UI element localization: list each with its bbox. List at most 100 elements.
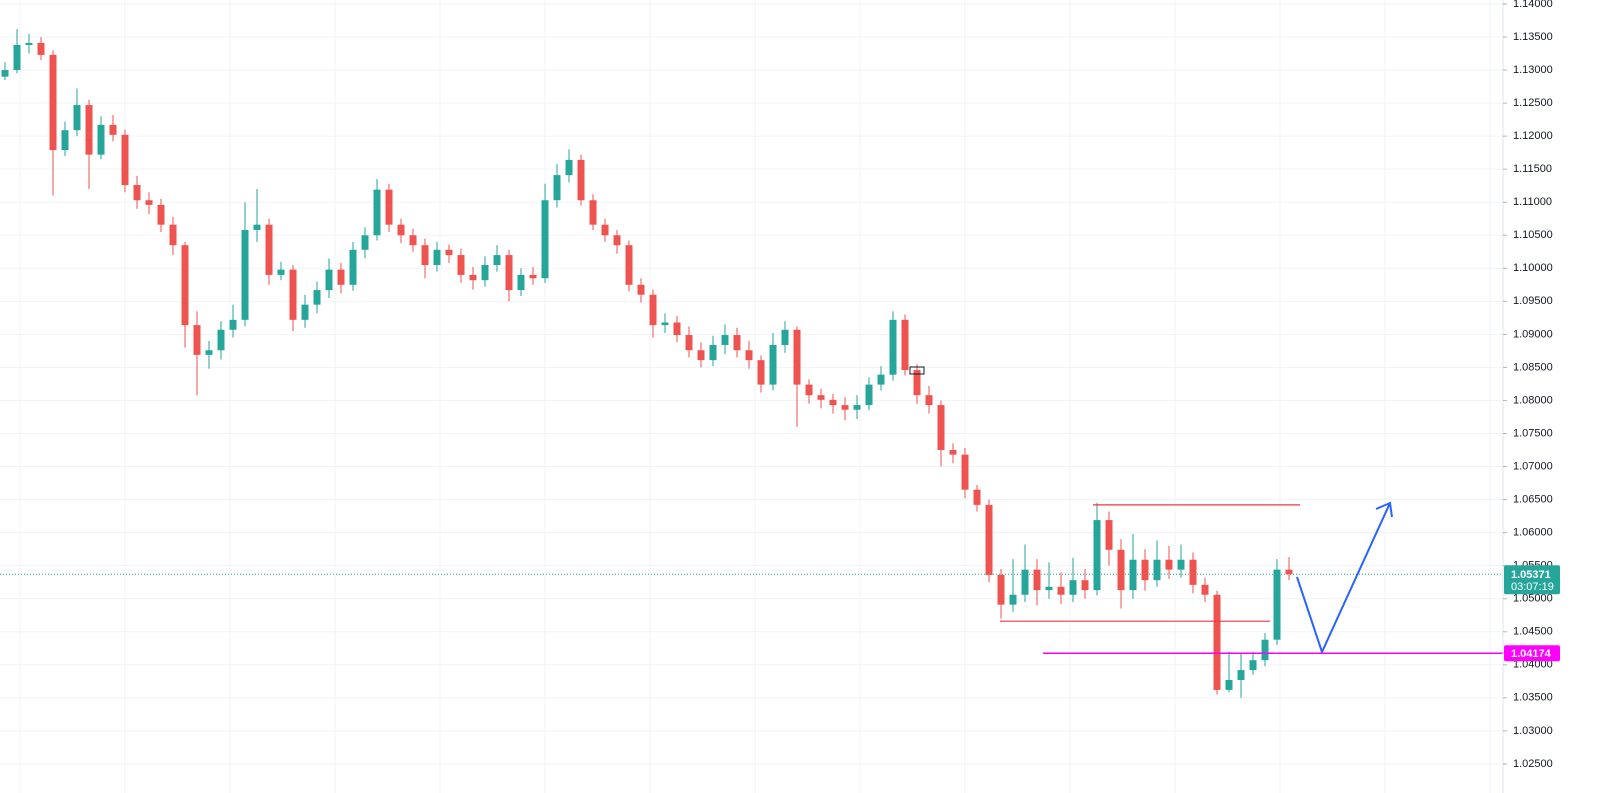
candle-body	[613, 235, 621, 246]
candle-body	[1177, 559, 1185, 570]
candle-body	[1249, 660, 1257, 671]
candle-body	[925, 395, 933, 406]
candle-body	[733, 335, 741, 351]
candle-body	[1141, 559, 1149, 581]
candle-body	[181, 245, 189, 326]
last-price-label: 1.05371	[1511, 569, 1551, 581]
candle-body	[1129, 559, 1137, 591]
y-tick-label: 1.12500	[1513, 97, 1553, 109]
candle-body	[373, 189, 381, 236]
candle-body	[289, 269, 297, 320]
candle-body	[1285, 569, 1293, 575]
candle-body	[277, 269, 285, 275]
candle-body	[241, 229, 249, 320]
candle-body	[385, 189, 393, 225]
candle-body	[397, 224, 405, 236]
candle-body	[49, 54, 57, 151]
y-tick-label: 1.06500	[1513, 493, 1553, 505]
y-tick-label: 1.08500	[1513, 361, 1553, 373]
candle-body	[1105, 520, 1113, 550]
y-tick-label: 1.06000	[1513, 527, 1553, 539]
candle-body	[745, 350, 753, 361]
candle-body	[1057, 586, 1065, 595]
last-price-box	[1504, 565, 1560, 595]
y-tick-label: 1.13500	[1513, 31, 1553, 43]
candle-body	[1189, 559, 1197, 585]
candle-body	[565, 159, 573, 176]
projection-arrow	[1296, 502, 1391, 655]
candle-body	[793, 329, 801, 385]
candle-body	[1117, 549, 1125, 591]
candle-body	[889, 319, 897, 375]
candle-body	[1009, 594, 1017, 605]
y-tick-label: 1.03000	[1513, 725, 1553, 737]
candle-body	[265, 224, 273, 275]
candle-body	[1261, 639, 1269, 661]
candle-body	[1273, 569, 1281, 640]
y-tick-label: 1.04500	[1513, 626, 1553, 638]
candle-body	[217, 329, 225, 351]
candle-body	[673, 322, 681, 336]
level-price-label: 1.04174	[1511, 648, 1552, 660]
candle-body	[25, 42, 33, 45]
candle-body	[337, 269, 345, 285]
candle-body	[37, 42, 45, 55]
candle-body	[985, 504, 993, 575]
candle-body	[193, 325, 201, 355]
y-tick-label: 1.08000	[1513, 394, 1553, 406]
candle-body	[805, 384, 813, 396]
candle-body	[961, 454, 969, 490]
candle-body	[253, 224, 261, 230]
candle-body	[61, 130, 69, 151]
candle-body	[301, 304, 309, 320]
candle-body	[433, 249, 441, 265]
candle-body	[577, 159, 585, 201]
marker-box	[909, 366, 925, 375]
candle-body	[469, 274, 477, 281]
candle-body	[421, 245, 429, 265]
candle-body	[829, 399, 837, 406]
candle-body	[145, 200, 153, 205]
y-tick-label: 1.10500	[1513, 229, 1553, 241]
candle-body	[769, 344, 777, 385]
candle-body	[853, 405, 861, 410]
y-tick-label: 1.05000	[1513, 593, 1553, 605]
candle-body	[529, 274, 537, 279]
candle-body	[757, 360, 765, 385]
candle-body	[157, 204, 165, 225]
candle-body	[229, 319, 237, 330]
candles	[1, 29, 1293, 698]
candle-body	[541, 200, 549, 279]
level-price-box	[1504, 645, 1560, 662]
candle-body	[697, 350, 705, 361]
candle-body	[721, 335, 729, 345]
candle-body	[901, 319, 909, 371]
candle-body	[205, 350, 213, 355]
y-tick-label: 1.09500	[1513, 295, 1553, 307]
y-tick-label: 1.07000	[1513, 460, 1553, 472]
candle-body	[85, 105, 93, 155]
candle-body	[661, 322, 669, 326]
candle-body	[1033, 569, 1041, 591]
y-tick-label: 1.03500	[1513, 692, 1553, 704]
candle-body	[169, 224, 177, 246]
candle-body	[1213, 594, 1221, 690]
candle-body	[1153, 559, 1161, 581]
candle-body	[865, 384, 873, 406]
candle-body	[589, 200, 597, 225]
candle-body	[1021, 569, 1029, 595]
candle-body	[1, 70, 9, 77]
candle-body	[877, 374, 885, 385]
candle-body	[1093, 520, 1101, 591]
candle-body	[1201, 584, 1209, 595]
candle-body	[97, 124, 105, 155]
candle-body	[649, 294, 657, 326]
arrow-head	[1375, 501, 1393, 518]
candle-body	[601, 224, 609, 236]
candle-body	[121, 134, 129, 186]
y-tick-label: 1.14000	[1513, 0, 1553, 10]
candle-body	[685, 335, 693, 351]
y-tick-label: 1.11000	[1513, 196, 1552, 208]
